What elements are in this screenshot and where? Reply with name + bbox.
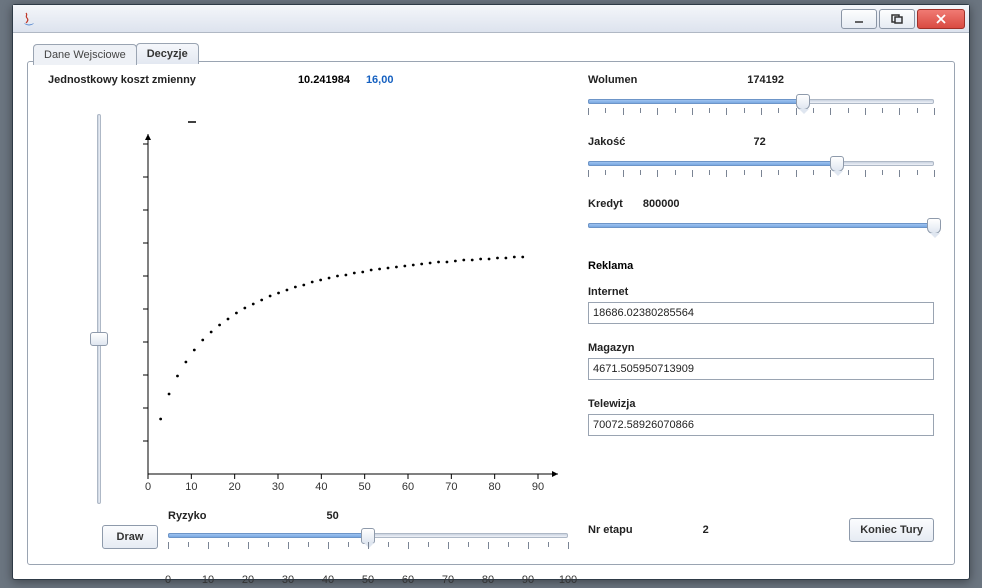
- internet-label: Internet: [588, 286, 934, 298]
- svg-text:30: 30: [272, 481, 284, 493]
- jakosc-label: Jakość: [588, 136, 625, 148]
- koniec-tury-button[interactable]: Koniec Tury: [849, 518, 934, 542]
- svg-text:20: 20: [229, 481, 241, 493]
- cost-label: Jednostkowy koszt zmienny: [48, 74, 196, 86]
- kredyt-slider[interactable]: [588, 214, 934, 242]
- kredyt-value: 800000: [643, 198, 680, 210]
- java-icon: [21, 11, 37, 27]
- telewizja-input[interactable]: [588, 414, 934, 436]
- tab-dane-wejsciowe[interactable]: Dane Wejsciowe: [33, 44, 137, 65]
- svg-text:10: 10: [185, 481, 197, 493]
- jakosc-slider[interactable]: [588, 152, 934, 180]
- tab-decyzje[interactable]: Decyzje: [136, 43, 199, 64]
- app-window: Dane Wejsciowe Decyzje Jednostkowy koszt…: [12, 4, 970, 580]
- maximize-button[interactable]: [879, 9, 915, 29]
- wolumen-slider[interactable]: [588, 90, 934, 118]
- chart: 0 10 20 30 40 50 60 70 80 90: [128, 114, 568, 504]
- reklama-title: Reklama: [588, 260, 934, 272]
- etap-value: 2: [703, 524, 709, 536]
- cost-target: 16,00: [366, 74, 394, 86]
- ryzyko-value: 50: [327, 510, 339, 522]
- svg-text:90: 90: [532, 481, 544, 493]
- tab-panel: Jednostkowy koszt zmienny 10.241984 16,0…: [27, 61, 955, 565]
- wolumen-label: Wolumen: [588, 74, 637, 86]
- titlebar[interactable]: [13, 5, 969, 33]
- kredyt-label: Kredyt: [588, 198, 623, 210]
- ryzyko-label: Ryzyko: [168, 510, 207, 522]
- svg-text:50: 50: [359, 481, 371, 493]
- svg-text:70: 70: [445, 481, 457, 493]
- telewizja-label: Telewizja: [588, 398, 934, 410]
- svg-text:0: 0: [145, 481, 151, 493]
- draw-button[interactable]: Draw: [102, 525, 158, 549]
- etap-label: Nr etapu: [588, 524, 633, 536]
- close-button[interactable]: [917, 9, 965, 29]
- svg-text:60: 60: [402, 481, 414, 493]
- minimize-button[interactable]: [841, 9, 877, 29]
- magazyn-input[interactable]: [588, 358, 934, 380]
- vertical-slider[interactable]: [88, 114, 110, 504]
- wolumen-value: 174192: [747, 74, 784, 86]
- cost-value: 10.241984: [298, 74, 350, 86]
- jakosc-value: 72: [754, 136, 766, 148]
- svg-text:80: 80: [489, 481, 501, 493]
- ryzyko-slider[interactable]: [168, 524, 568, 552]
- internet-input[interactable]: [588, 302, 934, 324]
- svg-text:40: 40: [315, 481, 327, 493]
- magazyn-label: Magazyn: [588, 342, 934, 354]
